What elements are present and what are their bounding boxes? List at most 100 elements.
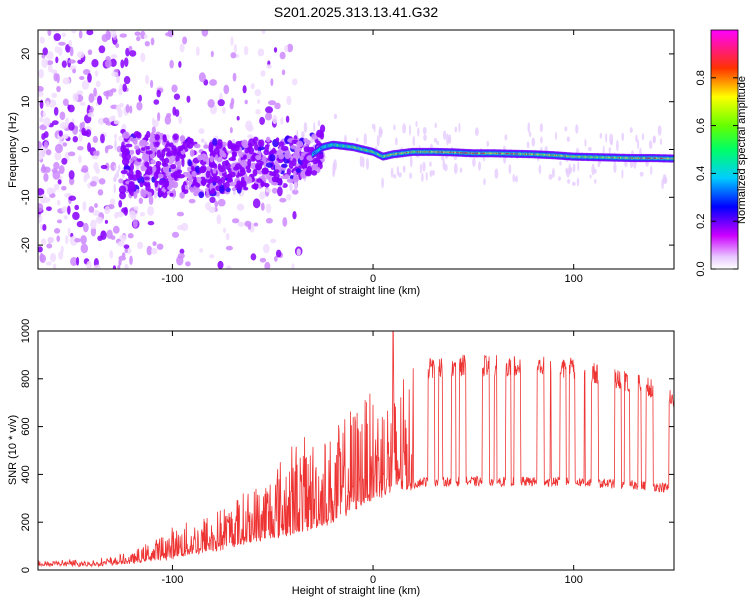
spectrogram-streak bbox=[599, 132, 603, 139]
spectrogram-blob bbox=[88, 206, 95, 213]
spectrogram-blob bbox=[150, 159, 156, 165]
spectrogram-blob bbox=[128, 174, 134, 181]
spectrogram-blob bbox=[136, 132, 142, 139]
spectrogram-blob bbox=[171, 145, 177, 152]
spectrogram-blob bbox=[81, 127, 86, 136]
spectrogram-blob bbox=[316, 129, 324, 138]
spectrogram-blob bbox=[278, 152, 285, 160]
spectrogram-blob bbox=[303, 137, 308, 143]
spectrogram-blob bbox=[102, 117, 110, 124]
spectrogram-streak bbox=[419, 163, 422, 174]
spectrogram-blob bbox=[208, 254, 215, 259]
spectrogram-blob bbox=[150, 247, 158, 255]
x-tick-label: -100 bbox=[161, 273, 183, 285]
spectrogram-streak bbox=[531, 137, 536, 147]
y-tick-label: -20 bbox=[20, 237, 32, 253]
y-tick-label: 1000 bbox=[20, 319, 32, 343]
spectrogram-blob bbox=[87, 104, 91, 111]
spectrogram-blob bbox=[271, 181, 279, 186]
spectrogram-blob bbox=[67, 59, 76, 64]
spectrogram-blob bbox=[147, 205, 155, 216]
spectrogram-blob bbox=[141, 189, 149, 195]
spectrogram-streak bbox=[116, 169, 119, 179]
spectrogram-blob bbox=[111, 115, 116, 121]
spectrogram-blob bbox=[156, 243, 164, 250]
spectrogram-streak bbox=[373, 123, 376, 133]
spectrogram-blob bbox=[256, 99, 261, 104]
spectrogram-blob bbox=[80, 168, 88, 173]
spectrogram-blob bbox=[208, 160, 216, 169]
spectrogram-blob bbox=[78, 132, 83, 142]
snr-frame bbox=[37, 330, 675, 571]
spectrogram-streak bbox=[584, 138, 587, 147]
spectrogram-blob bbox=[284, 45, 289, 53]
spectrogram-streak bbox=[332, 169, 336, 178]
spectrogram-streak bbox=[605, 132, 608, 143]
spectrogram-blob bbox=[70, 256, 78, 266]
spectrogram-blob bbox=[188, 198, 196, 204]
spectrogram-blob bbox=[104, 145, 109, 154]
spectrogram-blob bbox=[157, 187, 162, 194]
spectrogram-blob bbox=[47, 236, 55, 244]
spectrogram-streak bbox=[365, 158, 370, 170]
spectrogram-blob bbox=[201, 177, 207, 187]
spectrogram-streak bbox=[433, 137, 438, 143]
spectrogram-streak bbox=[589, 174, 592, 179]
spectrogram-blob bbox=[259, 116, 265, 125]
spectrogram-blob bbox=[141, 147, 146, 151]
spectrogram-blob bbox=[112, 265, 117, 269]
spectrogram-blob bbox=[222, 227, 227, 234]
spectrogram-blob bbox=[46, 206, 52, 212]
spectrogram-blob bbox=[203, 144, 209, 149]
spectrogram-blob bbox=[171, 231, 180, 238]
snr-series-line bbox=[38, 331, 674, 568]
spectrogram-streak bbox=[390, 167, 394, 178]
spectrogram-blob bbox=[50, 69, 58, 74]
spectrogram-blob bbox=[259, 191, 266, 200]
spectrogram-blob bbox=[55, 56, 59, 64]
spectrogram-blob bbox=[133, 206, 139, 211]
spectrogram-blob bbox=[231, 218, 240, 224]
spectrogram-blob bbox=[198, 191, 205, 199]
spectrogram-blob bbox=[138, 94, 142, 102]
spectrogram-streak bbox=[514, 175, 518, 183]
spectrogram-blob bbox=[284, 151, 291, 159]
spectrogram-blob bbox=[65, 117, 70, 128]
spectrogram-blob bbox=[42, 224, 47, 231]
spectrogram-blob bbox=[187, 139, 193, 144]
spectrogram-blob bbox=[157, 173, 164, 179]
spectrogram-blob bbox=[144, 170, 151, 176]
spectrogram-streak bbox=[641, 133, 645, 141]
spectrogram-blob bbox=[248, 146, 255, 155]
spectrogram-blob bbox=[258, 146, 266, 151]
colorbar: 0.0 0.2 0.4 0.6 0.8 Normalized spectral ampl… bbox=[695, 29, 748, 277]
spectrogram-blob bbox=[195, 46, 200, 56]
spectrogram-streak bbox=[333, 113, 338, 120]
spectrogram-blob bbox=[266, 64, 272, 69]
spectrogram-blob bbox=[265, 162, 274, 168]
spectrogram-blob bbox=[143, 34, 148, 39]
spectrogram-blob bbox=[177, 252, 185, 259]
spectrogram-streak bbox=[361, 156, 365, 169]
spectrogram-blob bbox=[117, 108, 123, 118]
spectrogram-streak bbox=[200, 138, 205, 143]
spectrogram-blob bbox=[216, 214, 222, 225]
spectrogram-blob bbox=[240, 159, 248, 167]
spectrogram-blob bbox=[118, 178, 124, 184]
spectrogram-blob bbox=[178, 116, 183, 125]
spectrogram-blob bbox=[193, 176, 197, 185]
spectrogram-blob bbox=[39, 99, 44, 110]
x-tick-label: 100 bbox=[565, 574, 583, 586]
spectrogram-streak bbox=[494, 168, 499, 179]
spectrogram-marks bbox=[38, 30, 674, 269]
spectrogram-blob bbox=[57, 219, 63, 224]
spectrogram-blob bbox=[122, 83, 127, 93]
spectrogram-blob bbox=[39, 36, 45, 44]
spectrogram-blob bbox=[79, 122, 83, 130]
spectrogram-streak bbox=[659, 138, 663, 145]
colorbar-tick-label: 0.0 bbox=[695, 261, 707, 276]
spectrogram-streak bbox=[379, 128, 383, 135]
spectrogram-blob bbox=[191, 170, 197, 177]
spectrogram-blob bbox=[87, 49, 93, 56]
